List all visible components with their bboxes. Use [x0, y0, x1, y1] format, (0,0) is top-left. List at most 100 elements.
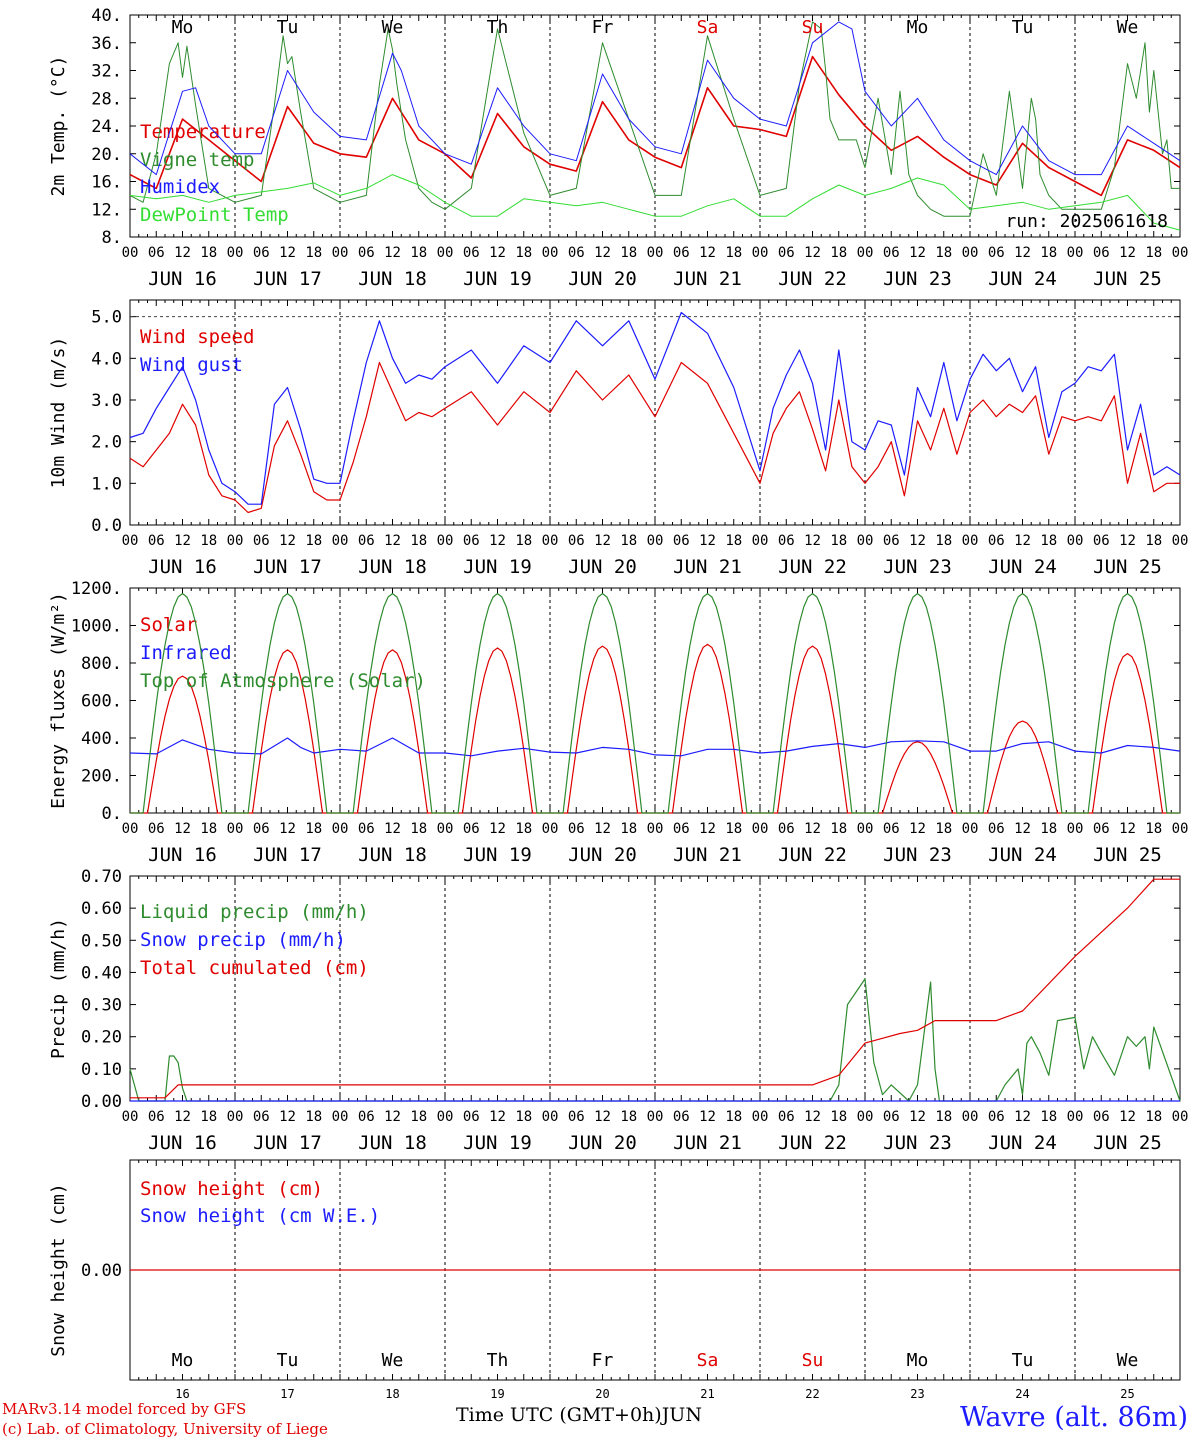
hour-tick-label: 00: [647, 821, 664, 837]
hour-tick-label: 18: [305, 245, 322, 261]
hour-tick-label: 00: [437, 821, 454, 837]
hour-tick-label: 00: [962, 533, 979, 549]
day-label: JUN 16: [148, 1132, 217, 1154]
hour-tick-label: 06: [673, 245, 690, 261]
hour-tick-label: 18: [410, 1109, 427, 1125]
hour-tick-label: 18: [515, 1109, 532, 1125]
hour-tick-label: 06: [778, 821, 795, 837]
y-axis-label: 10m Wind (m/s): [48, 337, 69, 489]
hour-tick-label: 18: [935, 821, 952, 837]
series-line-temperature: [129, 55, 1181, 197]
day-number-label: 25: [1120, 1387, 1134, 1401]
hour-tick-label: 12: [174, 821, 191, 837]
hour-tick-label: 12: [909, 821, 926, 837]
day-number-label: 16: [175, 1387, 189, 1401]
hour-tick-label: 12: [804, 533, 821, 549]
hour-tick-label: 18: [830, 533, 847, 549]
hour-tick-label: 06: [358, 821, 375, 837]
day-number-label: 23: [910, 1387, 924, 1401]
model-credit: MARv3.14 model forced by GFS: [2, 1400, 247, 1418]
hour-tick-label: 00: [122, 1109, 139, 1125]
hour-tick-label: 06: [1093, 1109, 1110, 1125]
hour-tick-label: 06: [883, 533, 900, 549]
day-label: JUN 24: [988, 268, 1057, 290]
hour-tick-label: 06: [988, 245, 1005, 261]
day-label: JUN 23: [883, 844, 952, 866]
hour-tick-label: 18: [830, 821, 847, 837]
day-number-label: 21: [700, 1387, 714, 1401]
hour-tick-label: 00: [1172, 821, 1189, 837]
hour-tick-label: 12: [699, 245, 716, 261]
hour-tick-label: 12: [384, 1109, 401, 1125]
hour-tick-label: 12: [1014, 821, 1031, 837]
day-label: JUN 18: [358, 268, 427, 290]
series-line-humidex: [129, 21, 1181, 176]
y-tick-label: 1200.: [71, 579, 122, 599]
series-line-total-cumulated-cm-: [130, 878, 1180, 1099]
y-tick-label: 1000.: [71, 617, 122, 637]
hour-tick-label: 00: [752, 821, 769, 837]
hour-tick-label: 00: [332, 245, 349, 261]
hour-tick-label: 06: [988, 821, 1005, 837]
day-number-label: 24: [1015, 1387, 1029, 1401]
day-label: JUN 21: [673, 1132, 742, 1154]
y-tick-label: 4.0: [91, 349, 122, 369]
legend-entry: Snow precip (mm/h): [140, 929, 346, 951]
weekday-label: Su: [802, 1350, 824, 1371]
hour-tick-label: 18: [410, 245, 427, 261]
hour-tick-label: 18: [1145, 533, 1162, 549]
hour-tick-label: 06: [673, 533, 690, 549]
day-label: JUN 25: [1093, 556, 1162, 578]
hour-tick-label: 18: [1145, 1109, 1162, 1125]
hour-tick-label: 00: [1172, 245, 1189, 261]
y-tick-label: 0.00: [81, 1092, 122, 1112]
hour-tick-label: 00: [1067, 533, 1084, 549]
weekday-label: Th: [487, 1350, 509, 1371]
hour-tick-label: 00: [962, 245, 979, 261]
day-label: JUN 18: [358, 844, 427, 866]
y-tick-label: 800.: [81, 654, 122, 674]
day-label: JUN 22: [778, 556, 847, 578]
day-number-label: 17: [280, 1387, 294, 1401]
hour-tick-label: 00: [647, 533, 664, 549]
hour-tick-label: 12: [804, 245, 821, 261]
hour-tick-label: 00: [857, 245, 874, 261]
time-axis-title: Time UTC (GMT+0h)JUN: [456, 1404, 702, 1426]
hour-tick-label: 06: [253, 533, 270, 549]
hour-tick-label: 00: [542, 245, 559, 261]
day-label: JUN 22: [778, 1132, 847, 1154]
hour-tick-label: 00: [122, 533, 139, 549]
day-number-label: 19: [490, 1387, 504, 1401]
day-label: JUN 21: [673, 556, 742, 578]
day-label: JUN 20: [568, 1132, 637, 1154]
wind-panel: 0.0 1.0 2.0 3.0 4.0 5.0 10m Wind (m/s) Wind spe…: [48, 299, 1188, 578]
weekday-label: Su: [802, 17, 824, 38]
weekday-label: Mo: [907, 17, 929, 38]
weekday-label: Tu: [277, 17, 299, 38]
series-line-dewpoint-temp: [129, 174, 1181, 231]
legend-entry: Snow height (cm): [140, 1178, 323, 1200]
hour-tick-label: 12: [174, 1109, 191, 1125]
hour-tick-label: 18: [1145, 821, 1162, 837]
legend-entry: Wind speed: [140, 326, 254, 348]
hour-tick-label: 00: [962, 1109, 979, 1125]
day-label: JUN 24: [988, 1132, 1057, 1154]
hour-tick-label: 06: [883, 821, 900, 837]
hour-tick-label: 12: [1014, 245, 1031, 261]
station-name: Wavre (alt. 86m): [960, 1402, 1188, 1433]
series-line-wind-speed: [129, 361, 1180, 514]
hour-tick-label: 18: [200, 245, 217, 261]
y-tick-label: 24.: [91, 117, 122, 137]
day-label: JUN 23: [883, 556, 952, 578]
hour-tick-label: 06: [988, 1109, 1005, 1125]
hour-tick-label: 00: [437, 1109, 454, 1125]
hour-tick-label: 06: [463, 533, 480, 549]
day-label: JUN 17: [253, 556, 322, 578]
day-label: JUN 17: [253, 844, 322, 866]
hour-tick-label: 06: [568, 821, 585, 837]
y-tick-label: 0.0: [91, 516, 122, 536]
hour-tick-label: 00: [752, 245, 769, 261]
legend-entry: Humidex: [140, 176, 220, 198]
legend-entry: Total cumulated (cm): [140, 957, 369, 979]
